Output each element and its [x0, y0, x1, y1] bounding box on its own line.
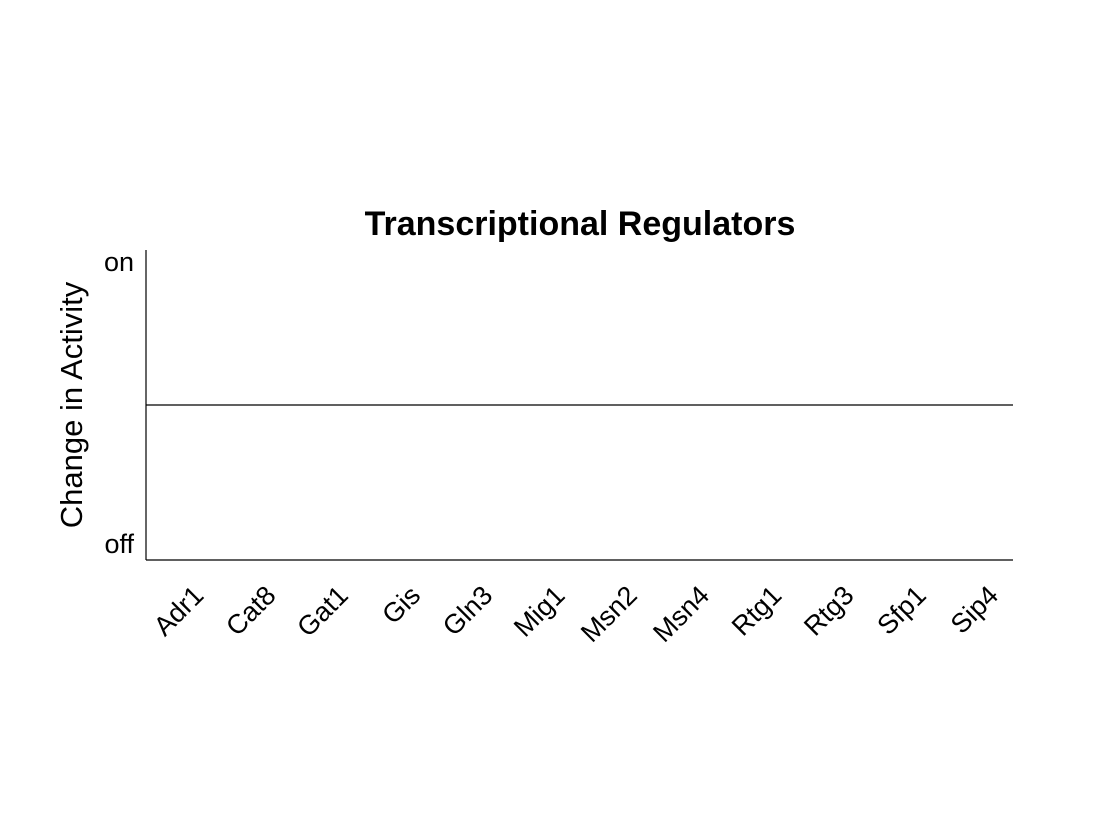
x-tick-label: Mig1 [508, 580, 571, 643]
x-tick-label: Msn4 [647, 580, 715, 648]
x-tick-label: Gat1 [291, 580, 354, 643]
x-tick-label: Rtg3 [798, 580, 860, 642]
x-tick-label: Adr1 [148, 580, 210, 642]
x-tick-label: Cat8 [220, 580, 282, 642]
y-tick-label: on [104, 247, 134, 277]
y-tick-label: off [104, 529, 134, 559]
x-tick-label: Rtg1 [726, 580, 788, 642]
chart-title: Transcriptional Regulators [365, 205, 796, 243]
x-tick-label: Sfp1 [871, 580, 931, 640]
x-tick-label: Sip4 [945, 580, 1004, 639]
y-axis-label: Change in Activity [54, 281, 89, 528]
x-tick-label: Gis [376, 580, 426, 630]
x-tick-label: Msn2 [575, 580, 643, 648]
x-tick-label: Gln3 [437, 580, 499, 642]
